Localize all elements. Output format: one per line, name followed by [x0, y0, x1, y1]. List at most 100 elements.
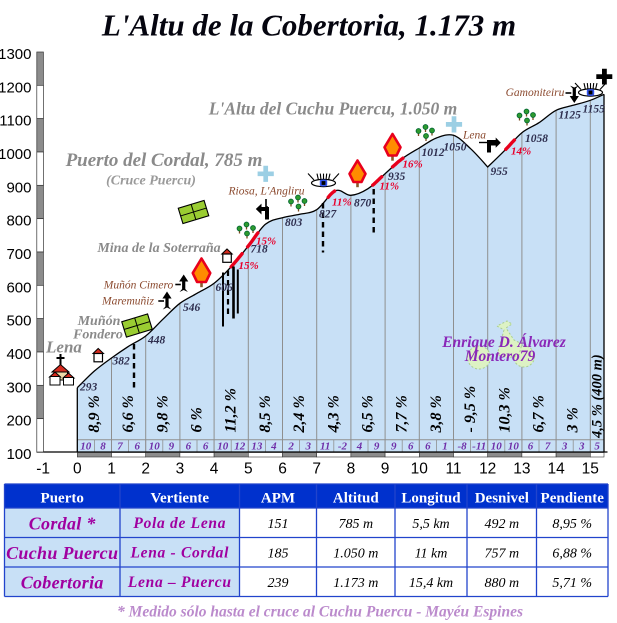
svg-text:Desnivel: Desnivel — [475, 491, 529, 507]
svg-text:13: 13 — [251, 441, 263, 453]
svg-text:3: 3 — [304, 441, 311, 453]
svg-text:448: 448 — [147, 335, 166, 347]
svg-text:7: 7 — [545, 441, 551, 453]
svg-text:10: 10 — [80, 441, 92, 453]
svg-text:L'Altu del Cuchu Puercu, 1.050: L'Altu del Cuchu Puercu, 1.050 m — [208, 99, 457, 119]
svg-text:1.173 m: 1.173 m — [333, 576, 378, 591]
svg-text:15,4 km: 15,4 km — [409, 576, 453, 591]
svg-text:2,4 %: 2,4 % — [291, 395, 308, 433]
svg-text:1058: 1058 — [525, 133, 548, 145]
svg-text:1.050 m: 1.050 m — [333, 547, 378, 562]
svg-text:Cuchu Puercu: Cuchu Puercu — [6, 543, 118, 563]
svg-text:8,5 %: 8,5 % — [257, 395, 274, 432]
svg-text:955: 955 — [491, 166, 509, 178]
svg-text:15%: 15% — [239, 260, 259, 272]
svg-text:100: 100 — [6, 446, 31, 463]
svg-text:880 m: 880 m — [484, 576, 519, 591]
svg-text:500: 500 — [6, 313, 31, 330]
svg-text:14: 14 — [547, 461, 565, 478]
svg-text:10: 10 — [149, 441, 161, 453]
svg-text:1100: 1100 — [0, 113, 32, 130]
svg-text:4: 4 — [210, 461, 219, 478]
svg-text:4: 4 — [270, 441, 277, 453]
svg-text:Altitud: Altitud — [333, 491, 380, 507]
svg-text:6: 6 — [425, 441, 431, 453]
svg-text:5: 5 — [244, 461, 253, 478]
svg-text:1155: 1155 — [583, 104, 606, 116]
svg-text:4,5 % (400 m): 4,5 % (400 m) — [590, 354, 606, 439]
svg-text:13: 13 — [513, 461, 530, 478]
svg-text:-2: -2 — [338, 441, 348, 453]
svg-text:10: 10 — [411, 461, 429, 478]
svg-text:935: 935 — [388, 171, 406, 183]
svg-text:10: 10 — [217, 441, 229, 453]
svg-text:3,8 %: 3,8 % — [428, 395, 445, 433]
svg-text:9: 9 — [169, 441, 175, 453]
svg-text:Lena: Lena — [462, 130, 486, 142]
svg-text:718: 718 — [251, 244, 269, 256]
svg-text:0: 0 — [73, 461, 82, 478]
svg-text:785 m: 785 m — [338, 517, 373, 532]
svg-text:600: 600 — [6, 279, 31, 296]
svg-text:APM: APM — [261, 491, 295, 507]
svg-text:151: 151 — [268, 517, 289, 532]
svg-text:1200: 1200 — [0, 79, 32, 96]
svg-text:293: 293 — [79, 382, 98, 394]
svg-text:2: 2 — [141, 461, 150, 478]
svg-text:9: 9 — [381, 461, 390, 478]
svg-text:3: 3 — [578, 441, 585, 453]
svg-text:6 %: 6 % — [189, 407, 206, 432]
svg-text:7,7 %: 7,7 % — [394, 395, 411, 432]
svg-text:L'Altu de la Cobertoria, 1.173: L'Altu de la Cobertoria, 1.173 m — [101, 8, 516, 43]
svg-text:Vertiente: Vertiente — [151, 491, 210, 507]
svg-text:8: 8 — [347, 461, 356, 478]
svg-text:6,88 %: 6,88 % — [552, 547, 592, 562]
svg-text:Enrique D. Álvarez: Enrique D. Álvarez — [441, 334, 566, 351]
svg-text:5: 5 — [594, 441, 600, 453]
svg-text:10: 10 — [508, 441, 520, 453]
svg-text:5,5 km: 5,5 km — [412, 517, 449, 532]
svg-text:Mina de la Soterraña: Mina de la Soterraña — [96, 241, 220, 256]
svg-text:6: 6 — [134, 441, 140, 453]
svg-text:Cobertoria: Cobertoria — [21, 573, 104, 593]
svg-text:11 km: 11 km — [415, 547, 448, 562]
svg-text:700: 700 — [6, 246, 31, 263]
svg-text:11: 11 — [320, 441, 330, 453]
svg-text:1012: 1012 — [422, 147, 445, 159]
svg-text:185: 185 — [268, 547, 289, 562]
svg-text:11: 11 — [445, 461, 461, 478]
svg-text:Muñón: Muñón — [77, 314, 121, 329]
svg-text:(Cruce Puercu): (Cruce Puercu) — [106, 174, 196, 189]
svg-text:Montero79: Montero79 — [464, 348, 536, 365]
svg-text:4,3 %: 4,3 % — [325, 395, 342, 433]
svg-text:6: 6 — [186, 441, 192, 453]
svg-text:300: 300 — [6, 379, 31, 396]
svg-text:Puerto del Cordal, 785 m: Puerto del Cordal, 785 m — [65, 150, 263, 171]
svg-text:Lena – Puercu: Lena – Puercu — [127, 574, 232, 591]
svg-text:870: 870 — [354, 198, 372, 210]
svg-text:16%: 16% — [403, 159, 423, 171]
svg-text:10: 10 — [491, 441, 503, 453]
svg-text:Lena: Lena — [45, 338, 82, 357]
svg-text:6: 6 — [278, 461, 287, 478]
svg-text:Puerto: Puerto — [41, 491, 84, 507]
svg-text:12: 12 — [234, 441, 246, 453]
svg-text:200: 200 — [6, 413, 31, 430]
svg-text:606: 606 — [216, 282, 234, 294]
svg-text:492 m: 492 m — [484, 517, 519, 532]
svg-text:6,6 %: 6,6 % — [120, 395, 137, 432]
svg-text:11%: 11% — [380, 181, 400, 193]
svg-text:1: 1 — [107, 461, 116, 478]
svg-text:Lena - Cordal: Lena - Cordal — [129, 545, 229, 562]
svg-text:7: 7 — [117, 441, 123, 453]
svg-text:Pendiente: Pendiente — [541, 491, 605, 507]
svg-text:-1: -1 — [36, 461, 50, 478]
svg-text:8,9 %: 8,9 % — [86, 395, 103, 432]
svg-text:6,5 %: 6,5 % — [360, 395, 377, 432]
svg-text:10,3 %: 10,3 % — [496, 387, 513, 432]
svg-text:803: 803 — [285, 217, 303, 229]
svg-text:1050: 1050 — [444, 142, 467, 154]
svg-text:Maremuñiz: Maremuñiz — [101, 296, 154, 308]
svg-text:1000: 1000 — [0, 146, 32, 163]
svg-text:Fondero: Fondero — [72, 328, 123, 343]
